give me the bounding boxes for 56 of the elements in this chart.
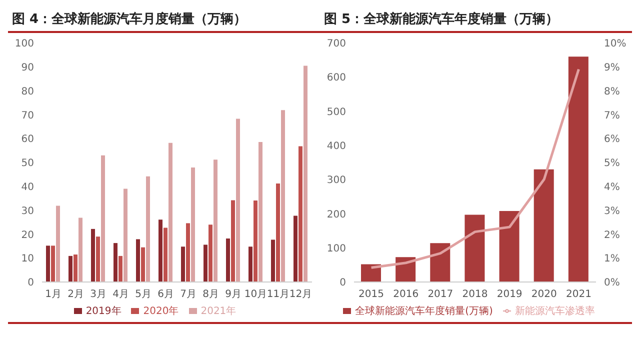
- y-tick-label: 400: [326, 140, 346, 152]
- x-tick-label: 8月: [202, 289, 219, 300]
- x-tick-label: 4月: [112, 289, 129, 300]
- x-tick-label: 2021: [566, 289, 592, 300]
- x-tick-label: 7月: [180, 289, 196, 300]
- x-tick-label: 12月: [289, 289, 312, 300]
- y-tick-label: 30: [21, 206, 34, 217]
- x-tick-label: 2015: [358, 289, 384, 300]
- y2-tick-label: 3%: [604, 206, 620, 217]
- legend-label: 2019年: [86, 306, 122, 317]
- y-tick-label: 100: [14, 38, 34, 50]
- chart-title: 图 4：全球新能源汽车月度销量（万辆）: [8, 8, 320, 33]
- y-tick-label: 0: [340, 278, 346, 289]
- y2-tick-label: 8%: [604, 86, 620, 98]
- y-tick-label: 600: [326, 72, 346, 84]
- y-tick-label: 300: [326, 175, 346, 186]
- x-tick-label: 2月: [68, 289, 84, 300]
- y2-tick-label: 0%: [604, 278, 620, 289]
- chart-title: 图 5：全球新能源汽车年度销量（万辆）: [320, 8, 632, 33]
- y2-tick-label: 2%: [604, 230, 620, 241]
- x-tick-label: 9月: [225, 289, 242, 300]
- y-tick-label: 70: [21, 110, 34, 122]
- legend-label: 新能源汽车渗透率: [514, 306, 595, 317]
- x-tick-label: 2020: [531, 289, 557, 300]
- y-tick-label: 20: [21, 230, 34, 241]
- y-tick-label: 700: [326, 38, 346, 50]
- legend-label: 2020年: [143, 306, 179, 317]
- legend-label: 全球新能源汽车年度销量(万辆): [355, 306, 493, 317]
- y-tick-label: 90: [21, 62, 34, 74]
- y2-tick-label: 10%: [604, 38, 626, 50]
- x-tick-label: 10月: [244, 289, 268, 300]
- y-tick-label: 0: [28, 278, 34, 289]
- y-tick-label: 40: [21, 182, 34, 193]
- x-tick-label: 6月: [158, 289, 174, 300]
- y-tick-label: 200: [326, 209, 346, 220]
- y2-tick-label: 6%: [604, 134, 620, 146]
- x-tick-label: 2016: [393, 289, 419, 300]
- x-tick-label: 5月: [135, 289, 152, 300]
- y2-tick-label: 5%: [604, 158, 620, 170]
- x-tick-label: 3月: [90, 289, 106, 300]
- y2-tick-label: 9%: [604, 62, 620, 74]
- y-tick-label: 100: [326, 243, 346, 254]
- y2-tick-label: 7%: [604, 110, 620, 122]
- y-tick-label: 60: [21, 134, 34, 146]
- y-tick-label: 500: [326, 106, 346, 118]
- x-tick-label: 11月: [266, 289, 290, 300]
- y2-tick-label: 1%: [604, 254, 620, 265]
- y-tick-label: 10: [21, 254, 34, 265]
- x-tick-label: 2017: [428, 289, 454, 300]
- x-tick-label: 1月: [45, 289, 62, 300]
- legend-label: 2021年: [200, 306, 236, 317]
- y-tick-label: 80: [21, 86, 34, 98]
- x-tick-label: 2018: [462, 289, 488, 300]
- y-tick-label: 50: [21, 158, 34, 170]
- y2-tick-label: 4%: [604, 182, 620, 193]
- x-tick-label: 2019: [496, 289, 522, 300]
